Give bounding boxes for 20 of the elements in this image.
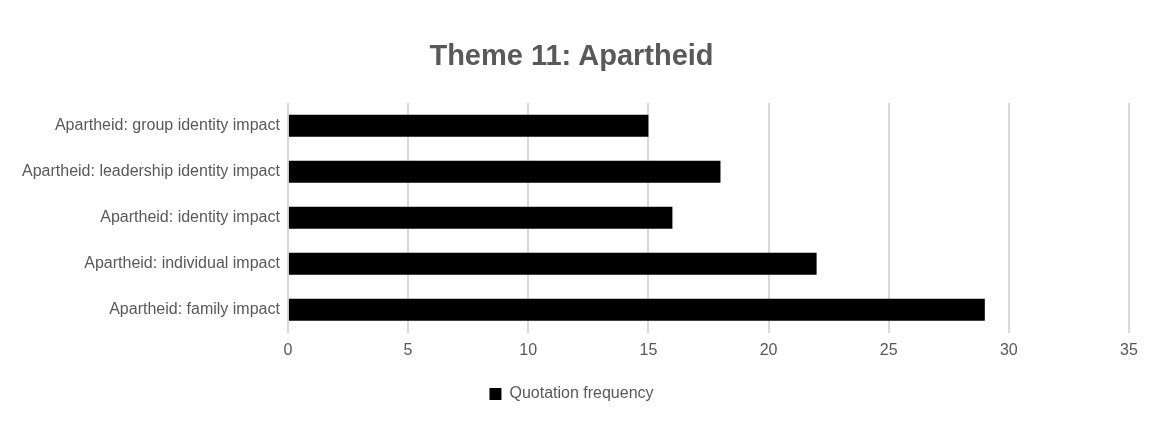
bar xyxy=(288,298,985,321)
x-tick-label: 20 xyxy=(759,340,778,358)
legend-label: Quotation frequency xyxy=(509,384,654,402)
x-tick-label: 30 xyxy=(999,340,1018,358)
bar xyxy=(288,160,721,183)
x-tick-label: 35 xyxy=(1120,340,1138,358)
bar xyxy=(288,114,649,137)
y-tick-label: Apartheid: group identity impact xyxy=(54,116,281,134)
y-tick-label: Apartheid: individual impact xyxy=(84,254,281,272)
x-tick-label: 0 xyxy=(283,340,293,358)
x-tick-label: 10 xyxy=(519,340,538,358)
x-tick-label: 5 xyxy=(403,340,413,358)
bar xyxy=(288,252,817,275)
y-tick-label: Apartheid: family impact xyxy=(109,300,281,318)
bar xyxy=(288,206,673,229)
chart-title: Theme 11: Apartheid xyxy=(429,39,714,72)
y-tick-label: Apartheid: leadership identity impact xyxy=(22,162,281,180)
x-tick-label: 15 xyxy=(639,340,658,358)
y-tick-label: Apartheid: identity impact xyxy=(100,208,281,226)
x-tick-label: 25 xyxy=(879,340,898,358)
